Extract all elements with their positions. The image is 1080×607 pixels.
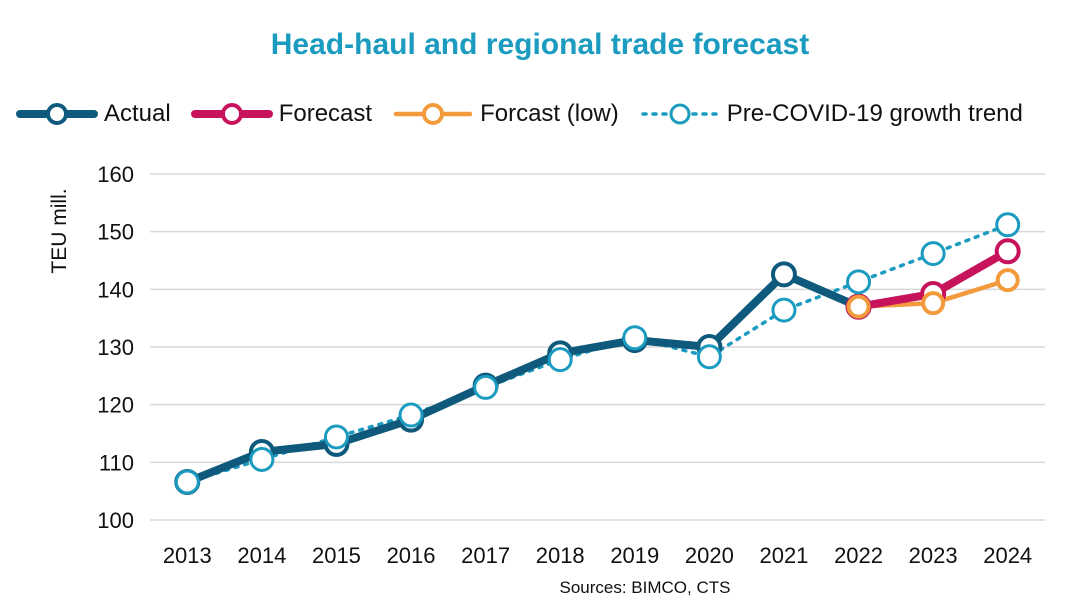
y-tick-label: 130 <box>97 335 134 360</box>
legend-item: Pre-COVID-19 growth trend <box>637 99 1023 129</box>
data-point <box>920 241 946 267</box>
legend-swatch-marker <box>220 103 243 125</box>
x-tick-label: 2020 <box>685 543 734 568</box>
legend-item: Forcast (low) <box>390 99 619 129</box>
data-point <box>771 297 797 323</box>
legend-label: Forcast (low) <box>480 100 619 127</box>
chart-title: Head-haul and regional trade forecast <box>270 28 810 61</box>
y-tick-label: 140 <box>97 277 134 302</box>
legend-item: Actual <box>14 99 171 129</box>
x-tick-label: 2024 <box>983 543 1032 568</box>
legend-item: Forecast <box>189 99 372 129</box>
x-tick-label: 2013 <box>163 543 212 568</box>
data-point <box>473 374 499 400</box>
legend-swatch-marker <box>46 103 68 125</box>
x-tick-label: 2016 <box>387 543 436 568</box>
legend-label: Actual <box>104 100 171 127</box>
legend-swatch <box>393 103 473 125</box>
data-point <box>323 424 349 450</box>
data-point <box>249 446 275 472</box>
data-point <box>696 344 722 370</box>
x-tick-label: 2022 <box>834 543 883 568</box>
y-tick-label: 100 <box>97 508 134 533</box>
legend-label: Forecast <box>278 100 373 127</box>
source-note: Sources: BIMCO, CTS <box>559 578 731 597</box>
data-point <box>921 291 946 316</box>
data-point <box>622 325 648 351</box>
legend-label: Pre-COVID-19 growth trend <box>726 100 1023 127</box>
legend-swatch-marker <box>669 103 691 125</box>
y-tick-label: 110 <box>99 450 134 475</box>
data-point <box>174 469 200 495</box>
x-tick-label: 2018 <box>536 543 585 568</box>
data-point <box>995 268 1020 293</box>
series-markers <box>174 212 1021 495</box>
data-point <box>398 402 424 428</box>
x-tick-label: 2023 <box>909 543 958 568</box>
y-tick-label: 150 <box>97 220 134 245</box>
data-point <box>846 294 871 319</box>
x-tick-label: 2014 <box>237 543 286 568</box>
data-point <box>994 238 1021 265</box>
legend: Actual Forecast Forcast (low) Pre-COVID-19 … <box>14 94 1074 134</box>
series-line-0 <box>183 270 863 486</box>
x-tick-label: 2015 <box>312 543 361 568</box>
y-tick-label: 160 <box>97 162 134 187</box>
data-point <box>995 212 1021 238</box>
data-point <box>547 347 573 373</box>
legend-swatch-marker <box>422 103 445 125</box>
x-tick-label: 2021 <box>759 543 808 568</box>
legend-swatch <box>641 103 719 125</box>
series-lines <box>183 222 1012 486</box>
y-axis-label: TEU mill. <box>48 188 71 273</box>
x-tick-label: 2019 <box>610 543 659 568</box>
data-point <box>846 269 872 295</box>
y-tick-label: 120 <box>97 393 134 418</box>
legend-swatch <box>190 103 273 125</box>
data-point <box>770 261 797 288</box>
x-tick-label: 2017 <box>461 543 510 568</box>
legend-swatch <box>16 103 98 125</box>
